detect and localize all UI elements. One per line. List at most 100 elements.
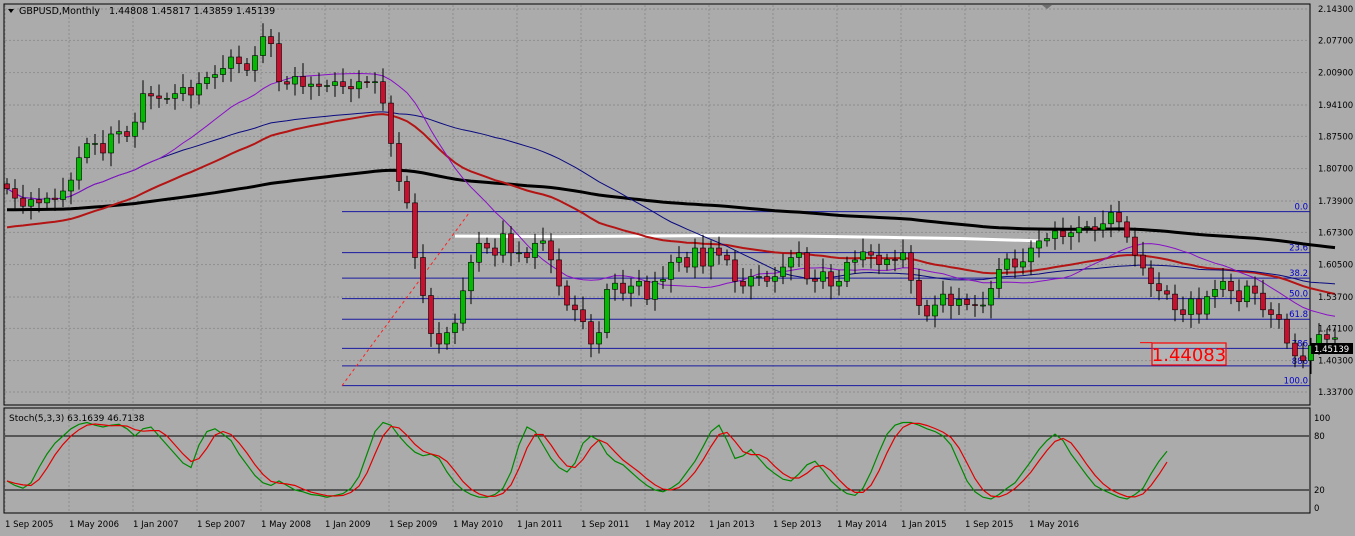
candle-body xyxy=(484,242,490,249)
date-tick-label: 1 May 2008 xyxy=(261,520,311,530)
candle-body xyxy=(868,251,874,256)
resistance-line xyxy=(454,234,1041,243)
price-pane[interactable] xyxy=(3,3,1311,406)
candle-body xyxy=(476,242,482,263)
candle-body xyxy=(900,252,906,261)
candle-body xyxy=(60,190,66,200)
candle-body xyxy=(1180,309,1186,315)
candle-body xyxy=(436,333,442,345)
candle-body xyxy=(420,257,426,296)
candle-body xyxy=(516,252,522,255)
candle-body xyxy=(1196,298,1202,315)
candle-body xyxy=(396,143,402,182)
candle-body xyxy=(836,280,842,287)
date-tick-label: 1 May 2016 xyxy=(1029,520,1079,530)
candle-body xyxy=(108,133,114,154)
stoch-pane[interactable] xyxy=(3,407,1311,514)
candle-body xyxy=(588,321,594,345)
candle-body xyxy=(180,87,186,94)
candle-body xyxy=(188,87,194,96)
candle-body xyxy=(932,304,938,317)
candle-body xyxy=(860,251,866,261)
candle-body xyxy=(140,93,146,123)
candle-body xyxy=(276,43,282,83)
candle-body xyxy=(1228,280,1234,292)
fib-level-label: 886 xyxy=(1292,357,1308,367)
candle-body xyxy=(492,247,498,256)
sma-50-line xyxy=(6,111,1336,285)
scroll-marker-icon[interactable] xyxy=(1042,5,1052,9)
candle-body xyxy=(1020,261,1026,268)
candle-body xyxy=(1292,342,1298,357)
candle-body xyxy=(1012,258,1018,268)
candle-body xyxy=(852,259,858,263)
price-tick-label: 2.07700 xyxy=(1318,36,1353,46)
date-tick-label: 1 Jan 2013 xyxy=(709,520,755,530)
candle-body xyxy=(244,63,250,71)
candle-body xyxy=(1220,280,1226,290)
date-tick-label: 1 Sep 2007 xyxy=(197,520,245,530)
stoch-tick-label: 80 xyxy=(1314,432,1325,442)
candle-body xyxy=(636,280,642,287)
stoch-tick-label: 0 xyxy=(1314,504,1319,514)
date-tick-label: 1 Sep 2013 xyxy=(773,520,821,530)
price-tick-label: 1.53700 xyxy=(1318,293,1353,303)
candle-body xyxy=(1204,296,1210,315)
fib-level-label: 786 xyxy=(1292,339,1308,349)
candle-body xyxy=(652,280,658,300)
candle-body xyxy=(1164,290,1170,295)
candle-body xyxy=(228,56,234,69)
candle-body xyxy=(940,293,946,306)
candle-body xyxy=(372,81,378,84)
fib-level-label: 100.0 xyxy=(1284,377,1308,387)
candle-body xyxy=(1148,267,1154,284)
candle-body xyxy=(4,183,10,189)
dropdown-icon[interactable] xyxy=(8,9,14,13)
candle-body xyxy=(980,304,986,307)
price-tick-label: 1.73900 xyxy=(1318,197,1353,207)
candle-body xyxy=(548,240,554,261)
candle-body xyxy=(604,289,610,333)
date-tick-label: 1 Jan 2009 xyxy=(325,520,371,530)
candle-body xyxy=(380,81,386,104)
price-axis: 2.14300 2.07700 2.00900 1.94100 1.87500 1.807… xyxy=(5,5,1353,530)
candle-body xyxy=(508,233,514,254)
candle-body xyxy=(572,304,578,311)
candle-body xyxy=(748,276,754,287)
candle-body xyxy=(972,304,978,306)
date-tick-label: 1 May 2006 xyxy=(69,520,119,530)
candle-body xyxy=(452,322,458,333)
candle-body xyxy=(20,197,26,207)
candle-body xyxy=(316,83,322,87)
candle-body xyxy=(388,102,394,144)
candle-body xyxy=(68,179,74,192)
price-tick-label: 1.87500 xyxy=(1318,132,1353,142)
annotation-box[interactable] xyxy=(1151,342,1227,366)
date-tick-label: 1 Jan 2015 xyxy=(901,520,947,530)
candle-body xyxy=(692,247,698,268)
candle-body xyxy=(500,233,506,256)
candle-body xyxy=(828,271,834,287)
symbol-title: GBPUSD,Monthly 1.44808 1.45817 1.43859 1… xyxy=(19,6,275,17)
price-tick-label: 1.40300 xyxy=(1318,357,1353,367)
candle-body xyxy=(708,247,714,267)
candle-body xyxy=(884,259,890,265)
candle-body xyxy=(1052,230,1058,239)
candle-body xyxy=(1276,314,1282,320)
stochastic-oscillator xyxy=(6,421,1168,500)
candle-body xyxy=(220,68,226,75)
candle-body xyxy=(644,280,650,300)
date-tick-label: 1 Jan 2011 xyxy=(517,520,563,530)
candle-body xyxy=(1060,230,1066,237)
candle-body xyxy=(84,143,90,159)
fib-level-label: 61.8 xyxy=(1289,310,1308,320)
candle-body xyxy=(332,81,338,86)
candle-body xyxy=(116,131,122,135)
date-tick-label: 1 Sep 2011 xyxy=(581,520,629,530)
candle-body xyxy=(164,98,170,100)
candle-body xyxy=(1140,254,1146,269)
date-tick-label: 1 Jan 2007 xyxy=(133,520,179,530)
candle-body xyxy=(948,293,954,306)
candle-body xyxy=(100,143,106,154)
